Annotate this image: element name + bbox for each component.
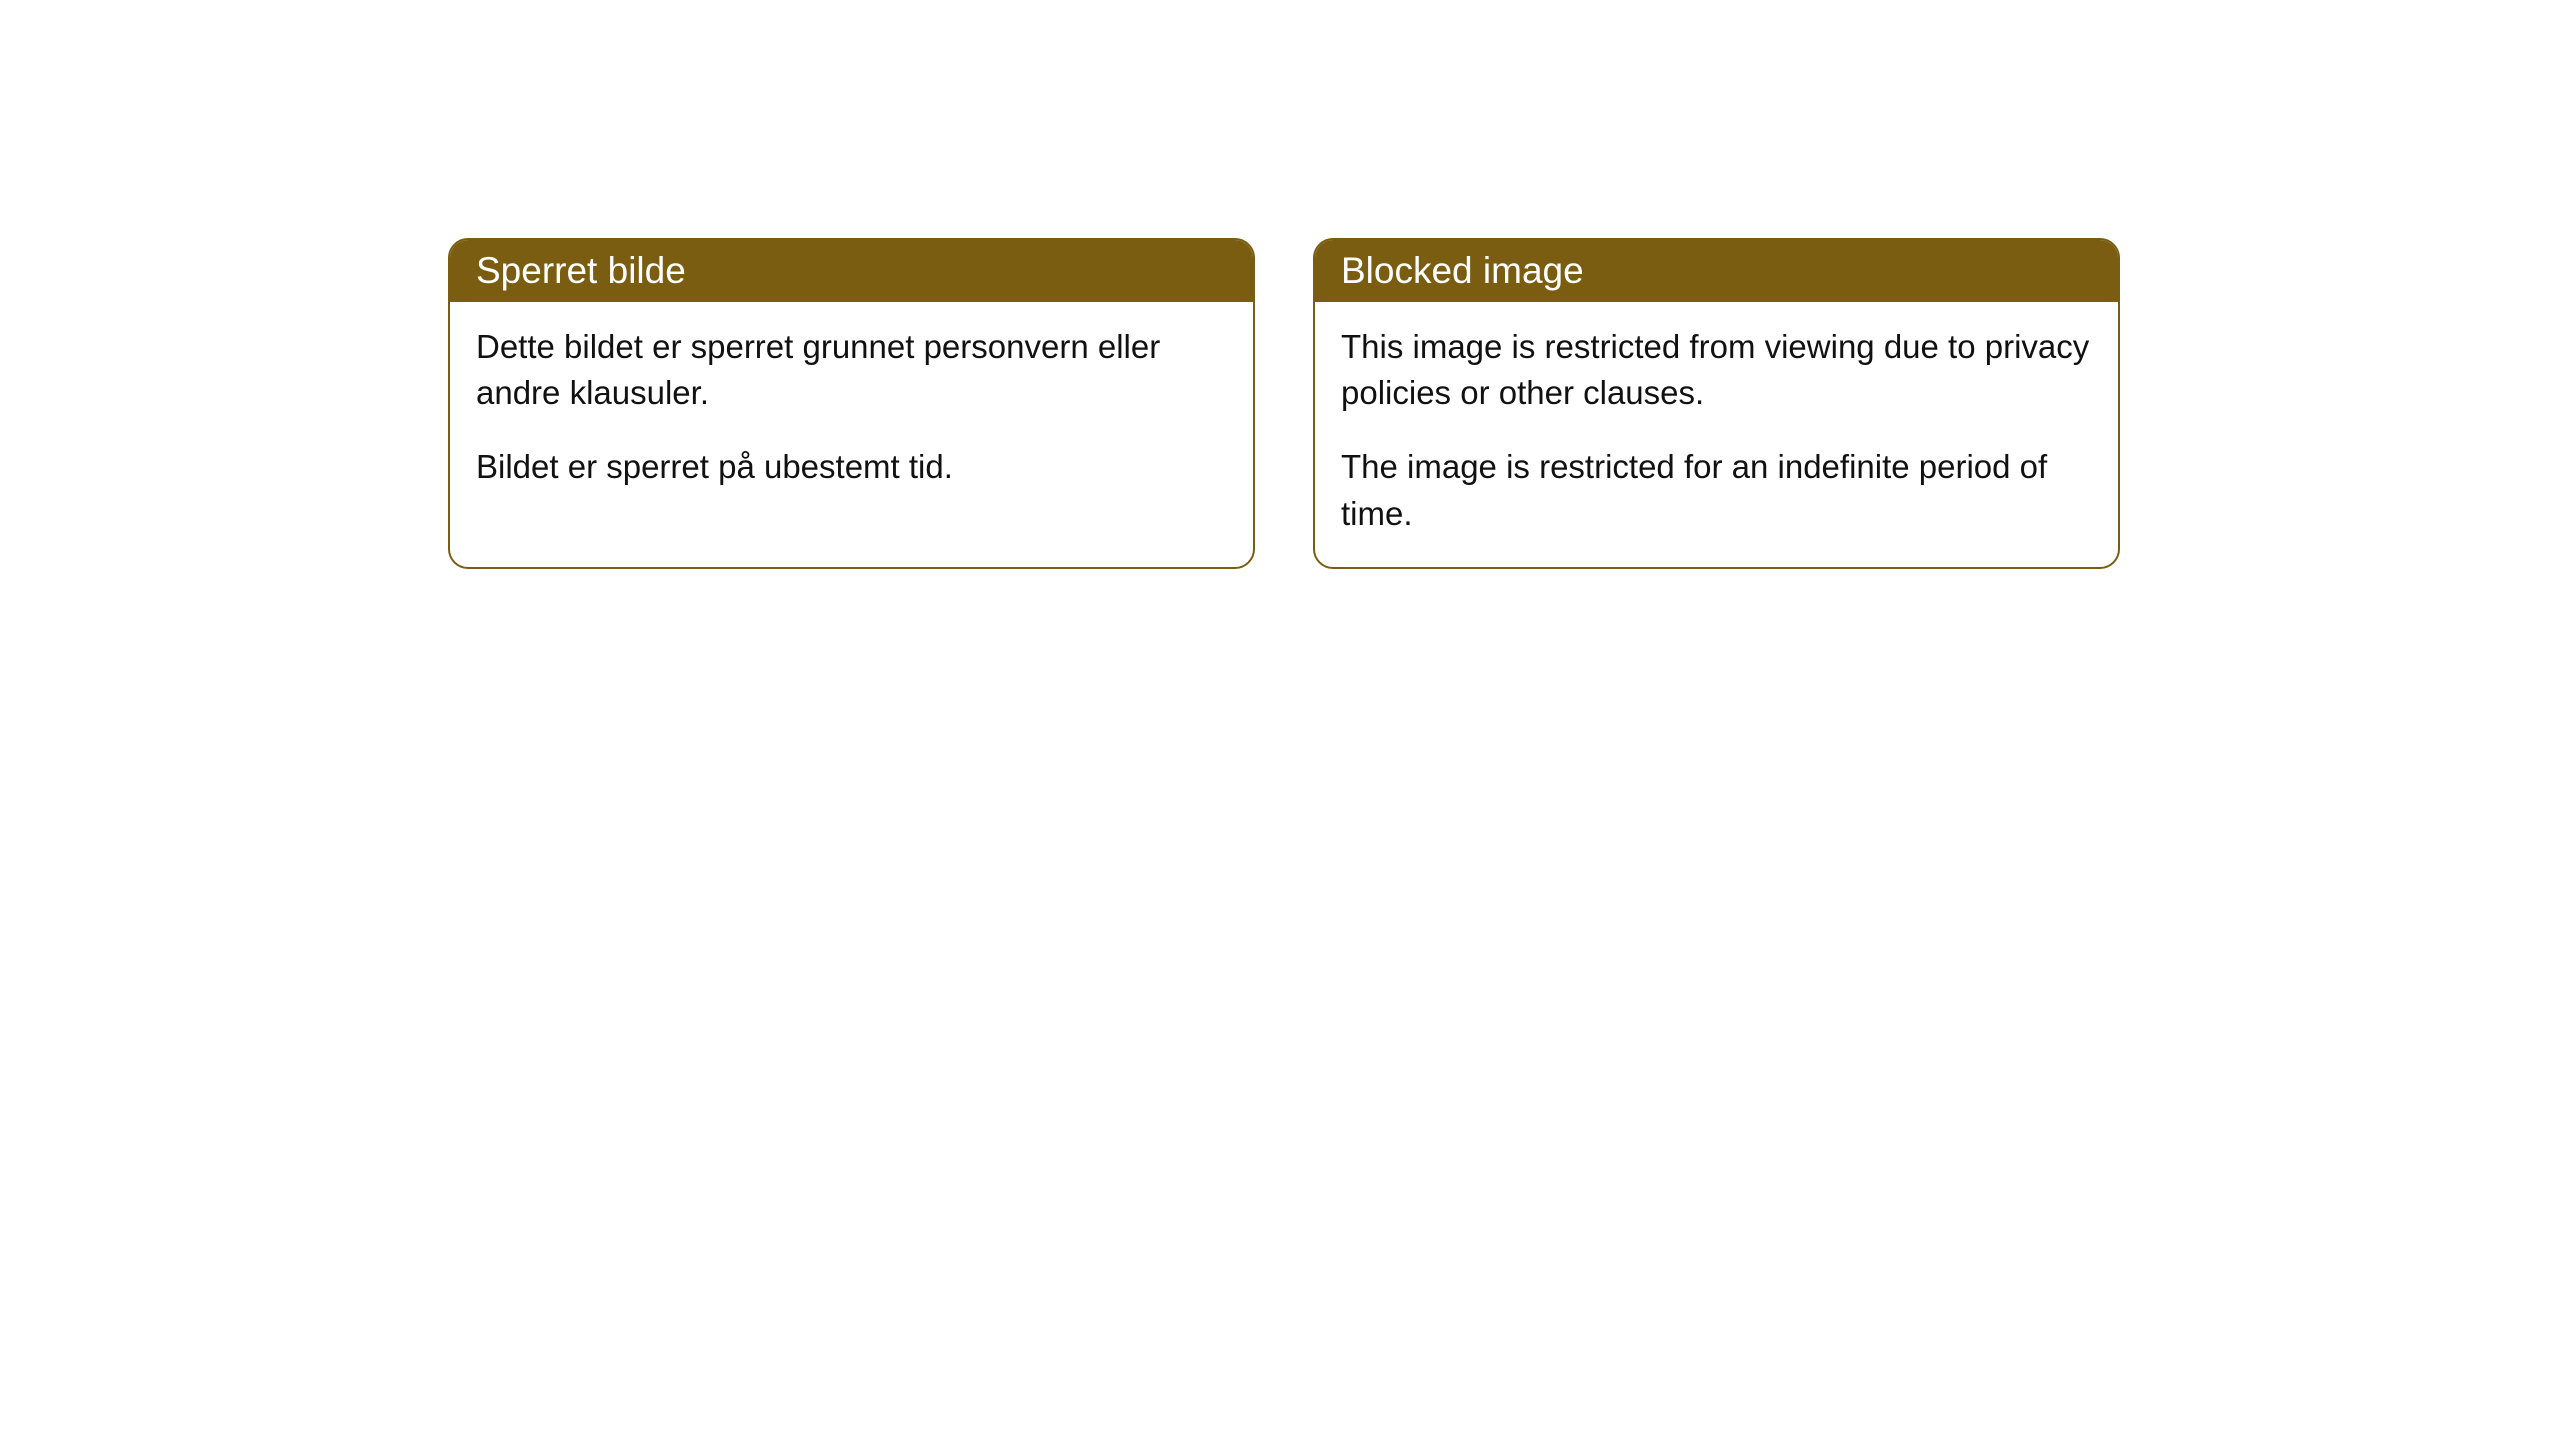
blocked-image-card-norwegian: Sperret bilde Dette bildet er sperret gr…	[448, 238, 1255, 569]
card-body-english: This image is restricted from viewing du…	[1315, 302, 2118, 567]
card-body-norwegian: Dette bildet er sperret grunnet personve…	[450, 302, 1253, 521]
card-paragraph-2-english: The image is restricted for an indefinit…	[1341, 444, 2092, 536]
card-title-english: Blocked image	[1341, 250, 1584, 291]
notice-cards-container: Sperret bilde Dette bildet er sperret gr…	[448, 238, 2120, 569]
card-paragraph-1-norwegian: Dette bildet er sperret grunnet personve…	[476, 324, 1227, 416]
card-header-english: Blocked image	[1315, 240, 2118, 302]
blocked-image-card-english: Blocked image This image is restricted f…	[1313, 238, 2120, 569]
card-title-norwegian: Sperret bilde	[476, 250, 686, 291]
card-header-norwegian: Sperret bilde	[450, 240, 1253, 302]
card-paragraph-1-english: This image is restricted from viewing du…	[1341, 324, 2092, 416]
card-paragraph-2-norwegian: Bildet er sperret på ubestemt tid.	[476, 444, 1227, 490]
